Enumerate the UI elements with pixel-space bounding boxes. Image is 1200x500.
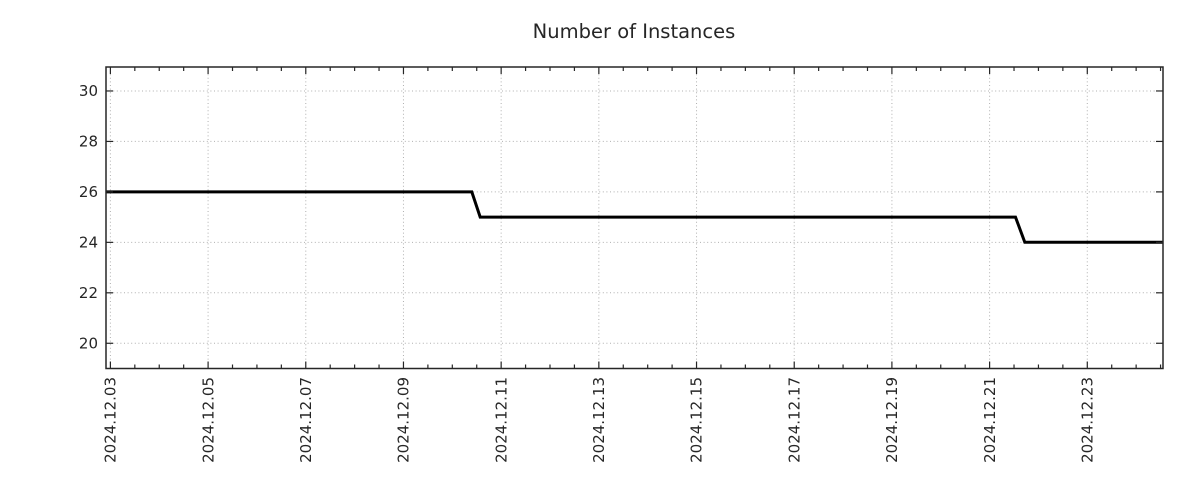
y-tick-label: 30 [79, 82, 98, 100]
plot-border [105, 66, 1164, 370]
x-tick-label: 2024.12.17 [785, 377, 803, 463]
y-tick-label: 26 [79, 183, 98, 201]
x-tick-label: 2024.12.05 [199, 377, 217, 463]
series-layer [106, 190, 1163, 244]
x-tick-label: 2024.12.23 [1078, 377, 1096, 463]
x-tick-label: 2024.12.03 [102, 377, 120, 463]
x-tick-label: 2024.12.15 [688, 377, 706, 463]
y-tick-label: 24 [79, 234, 98, 252]
chart-title: Number of Instances [533, 20, 736, 43]
x-tick-label: 2024.12.11 [492, 377, 510, 463]
y-tick-label: 20 [79, 334, 98, 352]
y-tick-label: 22 [79, 284, 98, 302]
x-tick-label: 2024.12.09 [395, 377, 413, 463]
x-tick-label: 2024.12.19 [883, 377, 901, 463]
axis-layer [105, 66, 1164, 370]
x-tick-label: 2024.12.07 [297, 377, 315, 463]
y-tick-label: 28 [79, 133, 98, 151]
tick-layer [106, 67, 1163, 369]
axis-tick-labels: 2024.12.03 2024.12.05 2024.12.07 2024.12.09… [79, 82, 1097, 463]
data-line-instances [106, 190, 1163, 244]
x-tick-label: 2024.12.13 [590, 377, 608, 463]
x-tick-label: 2024.12.21 [981, 377, 999, 463]
